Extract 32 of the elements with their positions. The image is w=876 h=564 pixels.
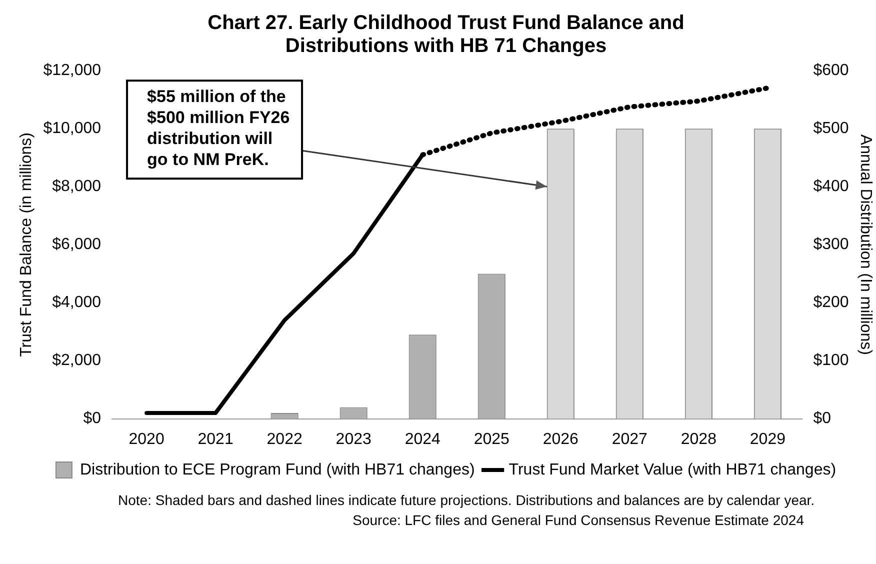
y-axis-title: Trust Fund Balance (in millions) bbox=[18, 132, 36, 357]
y-tick-label: $4,000 bbox=[52, 294, 102, 312]
chart-title: Chart 27. Early Childhood Trust Fund Balance and Distributions with HB 71 Changes bbox=[206, 11, 686, 58]
y-tick-label: $8,000 bbox=[52, 178, 102, 196]
y-tick-label: $10,000 bbox=[43, 120, 102, 138]
y-tick-label: $12,000 bbox=[43, 62, 102, 80]
text: Note: Shaded bars and dashed lines indicate future projections. Distributions and balances are by calendar year. bbox=[118, 492, 816, 508]
y-tick-label: $0 bbox=[83, 410, 102, 428]
legend-label: Trust Fund Market Value (with HB71 changes) bbox=[508, 461, 836, 478]
x-tick-label: 2029 bbox=[750, 430, 786, 448]
y2-tick-label: $500 bbox=[813, 120, 849, 138]
x-tick-label: 2025 bbox=[474, 430, 510, 448]
x-tick-label: 2020 bbox=[128, 430, 164, 448]
x-tick-label: 2023 bbox=[336, 430, 372, 448]
x-tick-label: 2027 bbox=[612, 430, 648, 448]
y2-tick-label: $600 bbox=[813, 62, 849, 80]
source-note: Source: LFC files and General Fund Consensus Revenue Estimate 2024 bbox=[352, 512, 805, 528]
y2-tick-label: $400 bbox=[813, 178, 849, 196]
y-tick-label: $2,000 bbox=[52, 352, 102, 370]
x-tick-label: 2022 bbox=[266, 430, 302, 448]
y2-tick-label: $100 bbox=[813, 352, 849, 370]
annotation: $55 million of the $500 million FY26 distribution will go to NM PreK. bbox=[147, 86, 290, 169]
legend-label: Distribution to ECE Program Fund (with HB71 changes) bbox=[80, 461, 475, 478]
x-tick-label: 2026 bbox=[542, 430, 579, 448]
x-tick-label: 2028 bbox=[680, 430, 717, 448]
y2-axis-title: Annual Distribution (In millions) bbox=[856, 134, 874, 355]
y-tick-label: $6,000 bbox=[52, 236, 102, 254]
y2-tick-label: $0 bbox=[813, 410, 832, 428]
x-tick-label: 2024 bbox=[404, 430, 441, 448]
x-tick-label: 2021 bbox=[198, 430, 234, 448]
y2-tick-label: $200 bbox=[813, 294, 849, 312]
y2-tick-label: $300 bbox=[813, 236, 849, 254]
